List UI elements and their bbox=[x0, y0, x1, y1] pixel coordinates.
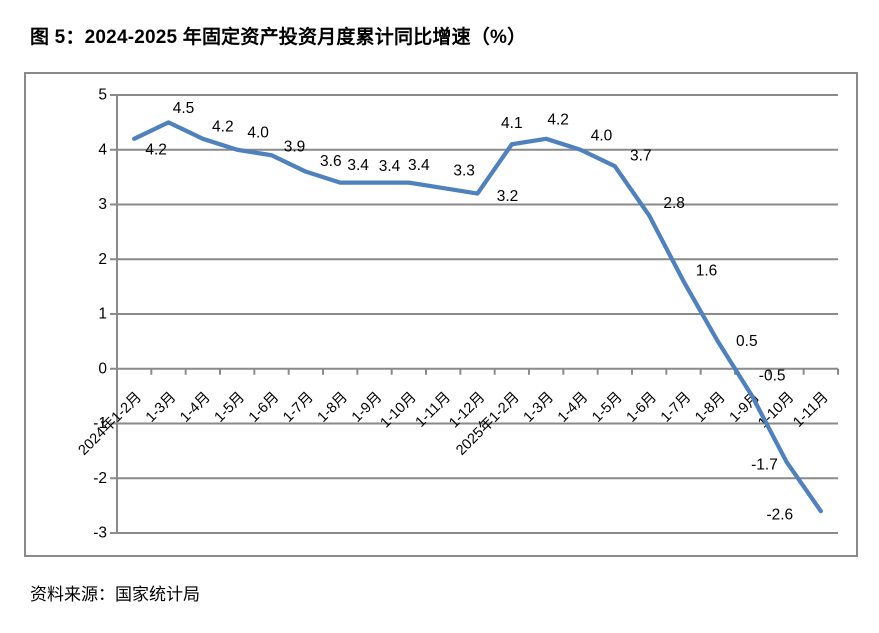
x-tick-label: 1-5月 bbox=[589, 389, 625, 425]
x-tick-label: 1-5月 bbox=[212, 389, 248, 425]
data-label: 4.0 bbox=[591, 127, 613, 144]
data-label: 2.8 bbox=[663, 195, 685, 212]
line-chart: -3-2-10123452024年1-2月1-3月1-4月1-5月1-6月1-7… bbox=[24, 72, 858, 557]
y-tick-label: 0 bbox=[98, 360, 107, 377]
data-label: 4.0 bbox=[247, 124, 269, 141]
data-label: 3.4 bbox=[379, 158, 401, 175]
x-tick-label: 1-3月 bbox=[143, 389, 179, 425]
data-label: 4.5 bbox=[173, 100, 195, 117]
y-tick-label: -3 bbox=[93, 525, 107, 542]
x-tick-label: 1-8月 bbox=[315, 389, 351, 425]
data-label: 3.9 bbox=[284, 139, 306, 156]
y-tick-label: -2 bbox=[93, 470, 107, 487]
data-label: 3.3 bbox=[453, 163, 475, 180]
data-label: 4.2 bbox=[145, 141, 167, 158]
data-label: -2.6 bbox=[766, 507, 793, 524]
y-tick-label: 2 bbox=[98, 251, 107, 268]
data-label: -0.5 bbox=[759, 368, 786, 385]
x-tick-label: 1-10月 bbox=[378, 389, 420, 431]
y-tick-label: -1 bbox=[93, 415, 107, 432]
data-label: 4.1 bbox=[501, 115, 523, 132]
data-label: -1.7 bbox=[751, 456, 778, 473]
chart-title: 图 5：2024-2025 年固定资产投资月度累计同比增速（%） bbox=[30, 27, 527, 48]
x-tick-label: 1-6月 bbox=[624, 389, 660, 425]
data-label: 1.6 bbox=[696, 263, 718, 280]
data-label: 3.7 bbox=[630, 148, 652, 165]
x-tick-label: 1-7月 bbox=[280, 389, 316, 425]
data-label: 4.2 bbox=[212, 118, 234, 135]
x-tick-label: 1-4月 bbox=[177, 389, 213, 425]
x-tick-label: 1-7月 bbox=[658, 389, 694, 425]
x-tick-label: 1-6月 bbox=[246, 389, 282, 425]
data-label: 3.4 bbox=[408, 157, 430, 174]
series-line bbox=[132, 120, 823, 514]
data-label: 3.2 bbox=[497, 188, 519, 205]
y-tick-label: 1 bbox=[98, 306, 107, 323]
x-tick-label: 1-4月 bbox=[555, 389, 591, 425]
chart-frame: -3 -2 -1 0 1 2 3 4 5 2024年1-2月 1-3月 1-4月 1-5月 1-6月 1-7… bbox=[24, 72, 858, 557]
y-tick-label: 3 bbox=[98, 196, 107, 213]
data-label: 3.6 bbox=[320, 153, 342, 170]
source-note: 资料来源：国家统计局 bbox=[30, 585, 200, 604]
x-tick-label: 1-3月 bbox=[521, 389, 557, 425]
x-tick-label: 1-8月 bbox=[692, 389, 728, 425]
data-label: 0.5 bbox=[736, 333, 758, 350]
chart-border bbox=[24, 72, 858, 557]
data-label: 4.2 bbox=[547, 111, 569, 128]
y-tick-label: 4 bbox=[98, 141, 107, 158]
data-label: 3.4 bbox=[347, 157, 369, 174]
y-tick-label: 5 bbox=[98, 87, 107, 104]
